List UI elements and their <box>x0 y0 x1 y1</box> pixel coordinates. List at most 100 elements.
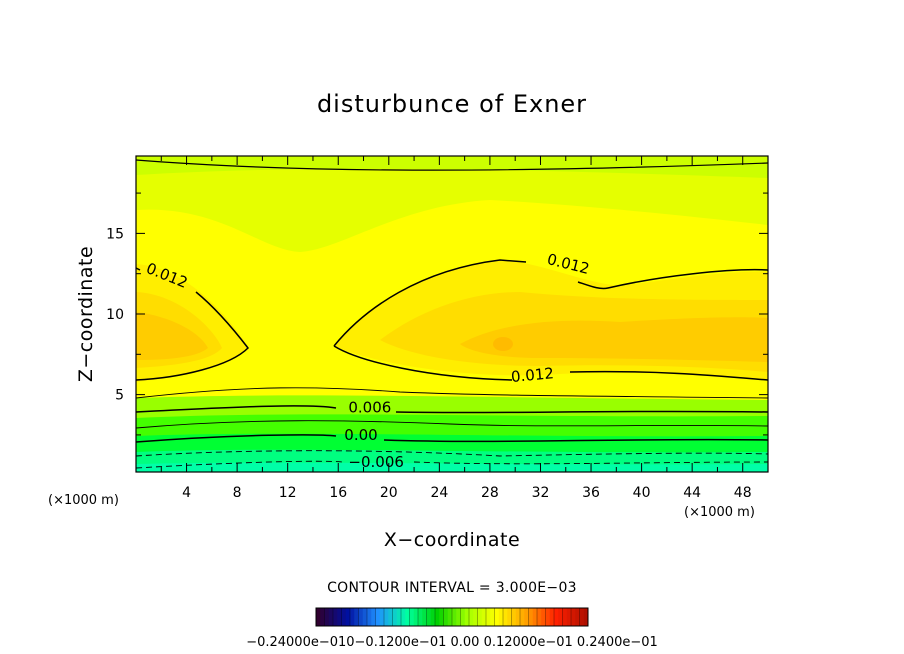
x-unit-label: (×1000 m) <box>684 505 755 520</box>
colorbar-cell <box>558 608 563 626</box>
colorbar-cell <box>422 608 427 626</box>
colorbar-cell <box>541 608 546 626</box>
colorbar-cell <box>401 608 406 626</box>
colorbar-cell <box>503 608 508 626</box>
contour-label-4: 0.00 <box>344 426 377 444</box>
contour-line-neg003 <box>136 450 768 457</box>
field-band-deep-orange <box>136 312 768 362</box>
y-axis-label: Z−coordinate <box>75 246 97 382</box>
colorbar-cell <box>481 608 487 626</box>
colorbar-cell <box>396 608 402 626</box>
x-tick-label-11: 48 <box>734 485 752 501</box>
colorbar-cell <box>477 608 483 626</box>
colorbar-cell <box>316 608 321 626</box>
colorbar-cell <box>426 608 432 626</box>
x-tick-label-9: 40 <box>633 485 651 501</box>
colorbar-cell <box>464 608 470 626</box>
colorbar-cell <box>515 608 521 626</box>
colorbar-cell <box>413 608 419 626</box>
field-band-peak <box>493 337 513 351</box>
contour-line-0012-left <box>136 267 249 381</box>
x-axis-label: X−coordinate <box>384 529 520 551</box>
contour-line-003 <box>136 420 768 429</box>
colorbar-cell <box>418 608 423 626</box>
colorbar-cell <box>362 608 368 626</box>
colorbar-cell <box>384 608 389 626</box>
colorbar <box>315 608 589 626</box>
x-tick-label-3: 16 <box>329 485 347 501</box>
colorbar-cell <box>456 608 461 626</box>
colorbar-cell <box>571 608 576 626</box>
x-tick-labels: 4 8 12 16 20 24 28 32 36 40 44 48 <box>182 485 752 501</box>
x-tick-label-6: 28 <box>481 485 499 501</box>
colorbar-cell <box>341 608 347 626</box>
colorbar-cell <box>554 608 559 626</box>
x-tick-label-5: 24 <box>430 485 448 501</box>
colorbar-cell <box>375 608 381 626</box>
colorbar-cell <box>430 608 436 626</box>
colorbar-cell <box>452 608 457 626</box>
colorbar-cell <box>405 608 410 626</box>
colorbar-cell <box>443 608 449 626</box>
contour-line-top <box>136 159 768 171</box>
colorbar-cell <box>320 608 325 626</box>
y-tick-label-0: 5 <box>115 388 124 404</box>
colorbar-cell <box>545 608 551 626</box>
colorbar-cell <box>549 608 555 626</box>
colorbar-cell <box>524 608 529 626</box>
colorbar-cell <box>520 608 525 626</box>
colorbar-cell <box>511 608 517 626</box>
x-tick-label-10: 44 <box>683 485 701 501</box>
contour-line-neg006 <box>136 460 768 469</box>
y-unit-label: (×1000 m) <box>48 493 119 508</box>
chart-title: disturbunce of Exner <box>317 90 587 118</box>
axis-ticks <box>136 156 768 472</box>
colorbar-cell <box>562 608 568 626</box>
colorbar-cell <box>324 608 330 626</box>
colorbar-cell <box>566 608 572 626</box>
contour-label-5: −0.006 <box>348 453 404 471</box>
colorbar-cell <box>583 608 589 626</box>
colorbar-cell <box>528 608 534 626</box>
colorbar-cell <box>350 608 355 626</box>
colorbar-cell <box>337 608 342 626</box>
colorbar-cell <box>388 608 393 626</box>
x-tick-label-8: 36 <box>582 485 600 501</box>
colorbar-cell <box>490 608 495 626</box>
contour-lines <box>136 159 768 469</box>
colorbar-cell <box>367 608 372 626</box>
colorbar-cell <box>345 608 351 626</box>
colorbar-cell <box>494 608 500 626</box>
colorbar-frame <box>315 607 589 627</box>
colorbar-cell <box>358 608 364 626</box>
colorbar-cell <box>537 608 542 626</box>
contour-interval-text: CONTOUR INTERVAL = 3.000E−03 <box>327 580 577 596</box>
colorbar-cell <box>333 608 338 626</box>
x-tick-label-7: 32 <box>532 485 550 501</box>
colorbar-cell <box>469 608 474 626</box>
colorbar-cell <box>328 608 334 626</box>
colorbar-cell <box>447 608 453 626</box>
colorbar-cell <box>379 608 385 626</box>
colorbar-cell <box>473 608 478 626</box>
y-tick-labels: 5 10 15 <box>106 226 124 403</box>
contour-line-006 <box>136 405 768 414</box>
contour-line-000 <box>136 434 768 443</box>
colorbar-cell <box>532 608 538 626</box>
field-band-green-5 <box>136 462 768 472</box>
contour-line-0012-right <box>333 259 768 381</box>
colorbar-cell <box>486 608 491 626</box>
colorbar-cell <box>392 608 398 626</box>
contour-line-009 <box>136 387 768 399</box>
colorbar-cell <box>371 608 376 626</box>
x-tick-label-0: 4 <box>182 485 191 501</box>
colorbar-cell <box>575 608 580 626</box>
x-tick-label-2: 12 <box>279 485 297 501</box>
contour-label-2: 0.012 <box>510 364 554 386</box>
colorbar-cell <box>579 608 585 626</box>
colorbar-cell <box>498 608 504 626</box>
y-tick-label-2: 15 <box>106 226 124 242</box>
filled-contour-field <box>136 156 768 472</box>
x-tick-label-4: 20 <box>380 485 398 501</box>
